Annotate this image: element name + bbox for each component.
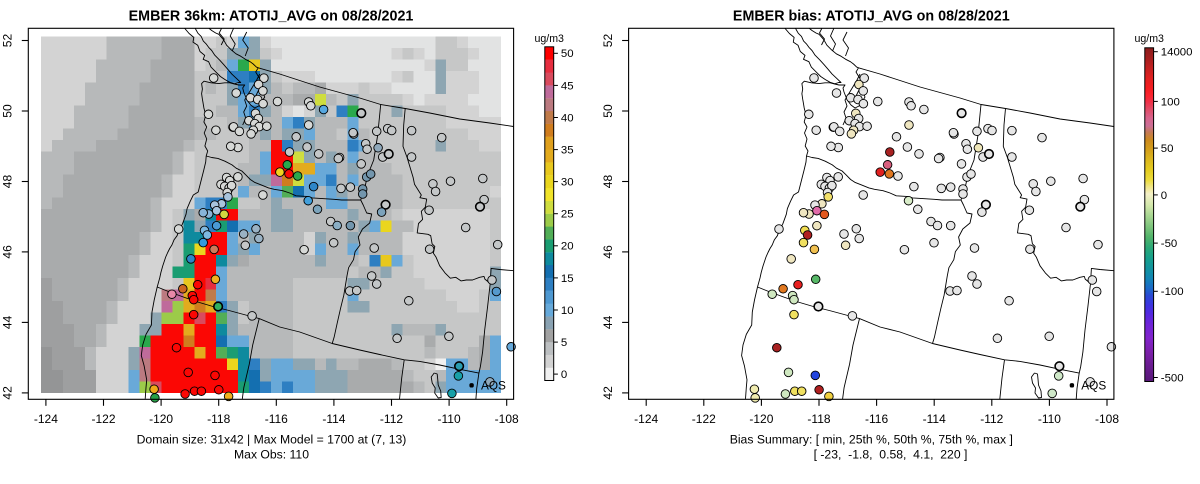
svg-text:-116: -116 [265, 412, 288, 426]
svg-text:5: 5 [561, 337, 567, 349]
svg-text:-108: -108 [495, 412, 519, 426]
svg-text:50: 50 [1161, 143, 1174, 155]
svg-text:42: 42 [601, 386, 615, 400]
svg-text:0: 0 [1161, 190, 1167, 202]
svg-text:50: 50 [561, 48, 574, 60]
svg-text:EMBER 36km: ATOTIJ_AVG on 08/2: EMBER 36km: ATOTIJ_AVG on 08/28/2021 [129, 9, 414, 25]
svg-text:-114: -114 [923, 412, 946, 426]
svg-text:-50: -50 [1161, 238, 1177, 250]
svg-text:EMBER bias: ATOTIJ_AVG on 08/2: EMBER bias: ATOTIJ_AVG on 08/28/2021 [733, 9, 1010, 25]
svg-text:-110: -110 [438, 412, 461, 426]
svg-text:25: 25 [561, 209, 574, 221]
svg-text:AQS: AQS [481, 379, 506, 393]
svg-text:-118: -118 [807, 412, 830, 426]
svg-text:Max Obs: 110: Max Obs: 110 [234, 448, 309, 462]
svg-text:52: 52 [1, 34, 15, 48]
svg-text:-122: -122 [91, 412, 115, 426]
svg-text:[ -23, -1.8, 0.58, 4.1, 22: [ -23, -1.8, 0.58, 4.1, 220 ] [814, 448, 968, 462]
svg-text:0: 0 [561, 369, 567, 381]
svg-text:-124: -124 [34, 412, 58, 426]
svg-text:-100: -100 [1161, 286, 1184, 298]
svg-text:50: 50 [1, 104, 15, 118]
svg-text:44: 44 [601, 315, 615, 329]
svg-text:10: 10 [561, 305, 574, 317]
svg-text:52: 52 [601, 34, 615, 48]
svg-text:Bias Summary: [ min, 25th %, 5: Bias Summary: [ min, 25th %, 50th %, 75t… [730, 433, 1013, 447]
svg-text:35: 35 [561, 145, 574, 157]
svg-text:50: 50 [601, 104, 615, 118]
svg-text:-112: -112 [380, 412, 403, 426]
svg-text:-118: -118 [207, 412, 230, 426]
svg-text:15: 15 [561, 273, 574, 285]
svg-text:-110: -110 [1038, 412, 1061, 426]
svg-text:AQS: AQS [1081, 379, 1106, 393]
svg-text:-500: -500 [1161, 372, 1184, 384]
svg-text:45: 45 [561, 80, 574, 92]
svg-text:-120: -120 [149, 412, 173, 426]
svg-text:ug/m3: ug/m3 [534, 33, 564, 45]
svg-text:40: 40 [561, 112, 574, 124]
svg-text:46: 46 [1, 245, 15, 259]
svg-text:44: 44 [1, 315, 15, 329]
svg-text:48: 48 [1, 175, 15, 189]
svg-text:-120: -120 [749, 412, 773, 426]
svg-text:-122: -122 [692, 412, 716, 426]
svg-text:46: 46 [601, 245, 615, 259]
svg-text:-108: -108 [1095, 412, 1119, 426]
svg-text:Domain size: 31x42 | Max Model: Domain size: 31x42 | Max Model = 1700 at… [137, 433, 407, 447]
svg-text:-116: -116 [865, 412, 888, 426]
svg-text:100: 100 [1161, 96, 1180, 108]
svg-text:30: 30 [561, 177, 574, 189]
svg-text:48: 48 [601, 175, 615, 189]
svg-text:-114: -114 [322, 412, 345, 426]
svg-text:14000: 14000 [1161, 47, 1193, 59]
svg-text:42: 42 [1, 386, 15, 400]
svg-text:20: 20 [561, 241, 574, 253]
svg-text:-124: -124 [634, 412, 658, 426]
svg-text:ug/m3: ug/m3 [1134, 33, 1164, 45]
svg-text:-112: -112 [980, 412, 1003, 426]
